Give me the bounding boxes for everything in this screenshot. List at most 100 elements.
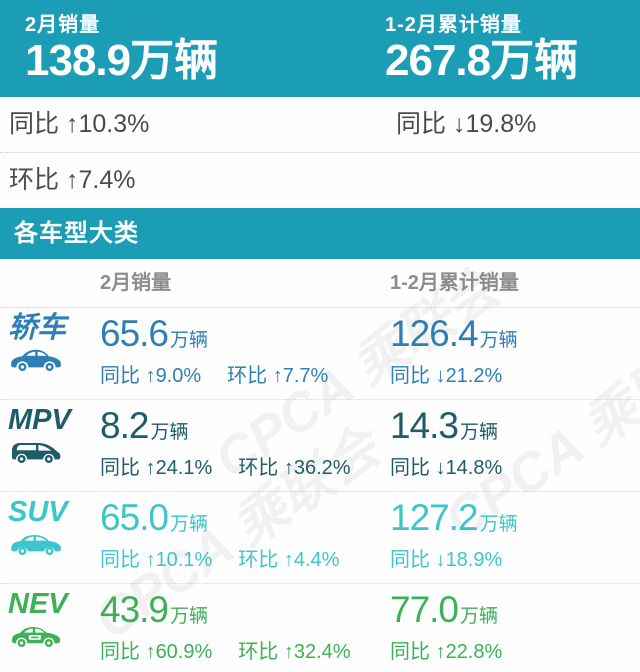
cum-yoy: 同比 ↓18.9% [390,549,502,571]
cum-unit: 万辆 [460,422,499,443]
feb-sales-label: 2月销量 [25,14,101,36]
vehicle-name: 轿车 [8,312,67,344]
feb-yoy: 同比 ↑9.0% [100,365,201,387]
cum-sales-label: 1-2月累计销量 [385,14,522,36]
table-row-mpv: MPV 8.2 万辆 同比 ↑24.1% 环比 ↑36.2% 14.3 万辆 同比 ↓… [0,400,640,492]
feb-mom-value: ↑4.4% [283,549,340,571]
vehicle-cell: SUV [8,497,96,556]
table-row-sedan: 轿车 65.6 万辆 同比 ↑9.0% 环比 ↑7.7% 126.4 万辆 同比 ↓2… [0,308,640,400]
cum-cell: 77.0 万辆 同比 ↑22.8% [390,591,502,664]
feb-cell: 65.0 万辆 同比 ↑10.1% 环比 ↑4.4% [100,499,339,572]
cum-yoy-label: 同比 [390,457,430,479]
feb-yoy-stat: 同比 ↑10.3% [9,97,149,152]
cum-value: 14.3 [390,405,459,446]
feb-yoy-value: ↑60.9% [145,641,213,663]
feb-mom-stat: 环比 ↑7.4% [9,153,135,208]
section-title: 各车型大类 [0,208,640,259]
cum-yoy-value: ↓14.8% [435,457,503,479]
cum-unit: 万辆 [460,606,499,627]
feb-cell: 65.6 万辆 同比 ↑9.0% 环比 ↑7.7% [100,315,328,388]
cum-value: 126.4 [390,313,479,354]
feb-value: 43.9 [100,589,169,630]
feb-mom: 环比 ↑7.7% [227,365,328,387]
cum-sales-total-number: 267.8 [385,36,491,85]
feb-mom-label: 环比 [238,549,279,571]
vehicle-name: MPV [8,404,71,436]
suv-icon [8,530,64,556]
feb-yoy-value: ↑9.0% [145,365,202,387]
feb-sales-total-number: 138.9 [25,36,131,85]
table-header: 2月销量 1-2月累计销量 [0,259,640,308]
hero-header: 2月销量 138.9万辆 1-2月累计销量 267.8万辆 [0,0,640,97]
cum-sales-summary: 1-2月累计销量 267.8万辆 [385,8,578,84]
table-row-nev: NEV 43.9 万辆 同比 ↑60.9% 环比 ↑32.4% 77.0 万辆 同比 … [0,584,640,672]
nev-icon [8,622,64,648]
feb-mom-label: 环比 [238,641,279,663]
feb-value: 8.2 [100,405,149,446]
cum-yoy-label: 同比 [390,365,430,387]
vehicle-cell: 轿车 [8,313,96,372]
cum-yoy-value: ↑22.8% [435,641,503,663]
feb-cell: 43.9 万辆 同比 ↑60.9% 环比 ↑32.4% [100,591,351,664]
feb-sales-total: 138.9万辆 [25,36,219,85]
feb-mom-value: ↑36.2% [283,457,351,479]
feb-unit: 万辆 [170,330,209,351]
feb-mom-value: ↑7.7% [272,365,329,387]
feb-yoy: 同比 ↑60.9% [100,641,212,663]
feb-yoy-label: 同比 [100,365,140,387]
cum-yoy: 同比 ↑22.8% [390,641,502,663]
cum-yoy-value: ↓19.8% [452,110,537,138]
feb-yoy-label: 同比 [100,457,140,479]
vehicle-name: SUV [8,496,68,528]
cum-cell: 126.4 万辆 同比 ↓21.2% [390,315,518,388]
feb-mom-label: 环比 [238,457,279,479]
col-header-feb: 2月销量 [100,272,172,294]
sedan-icon [8,346,64,372]
feb-yoy-value: ↑24.1% [145,457,213,479]
feb-sales-total-unit: 万辆 [130,36,219,85]
feb-value: 65.6 [100,313,169,354]
cum-unit: 万辆 [479,330,518,351]
feb-yoy-label: 同比 [100,641,140,663]
feb-mom-value: ↑7.4% [65,166,136,194]
vehicle-name: NEV [8,588,68,620]
feb-yoy-label: 同比 [9,110,60,138]
cum-yoy-label: 同比 [396,110,447,138]
cum-value: 127.2 [390,497,479,538]
mpv-icon [8,438,64,464]
feb-yoy: 同比 ↑10.1% [100,549,212,571]
feb-cell: 8.2 万辆 同比 ↑24.1% 环比 ↑36.2% [100,407,351,480]
cum-sales-total: 267.8万辆 [385,36,578,85]
cum-unit: 万辆 [479,514,518,535]
table-row-suv: SUV 65.0 万辆 同比 ↑10.1% 环比 ↑4.4% 127.2 万辆 同比 … [0,492,640,584]
feb-sales-summary: 2月销量 138.9万辆 [25,8,218,84]
col-header-cum: 1-2月累计销量 [390,272,519,294]
feb-mom: 环比 ↑36.2% [238,457,350,479]
feb-unit: 万辆 [170,514,209,535]
cum-cell: 14.3 万辆 同比 ↓14.8% [390,407,502,480]
cum-yoy-label: 同比 [390,641,430,663]
cum-yoy-value: ↓21.2% [435,365,503,387]
feb-value: 65.0 [100,497,169,538]
feb-mom-label: 环比 [9,166,60,194]
cum-yoy-label: 同比 [390,549,430,571]
feb-unit: 万辆 [150,422,189,443]
cum-yoy: 同比 ↓14.8% [390,457,502,479]
feb-mom: 环比 ↑4.4% [238,549,339,571]
vehicle-cell: MPV [8,405,96,464]
cum-value: 77.0 [390,589,459,630]
cum-yoy-stat: 同比 ↓19.8% [396,97,536,152]
cum-cell: 127.2 万辆 同比 ↓18.9% [390,499,518,572]
feb-yoy-value: ↑10.3% [65,110,150,138]
summary-yoy-row: 同比 ↑10.3% 同比 ↓19.8% [0,97,640,153]
feb-mom-label: 环比 [227,365,268,387]
feb-unit: 万辆 [170,606,209,627]
cum-yoy-value: ↓18.9% [435,549,503,571]
feb-yoy-label: 同比 [100,549,140,571]
summary-mom-row: 环比 ↑7.4% [0,153,640,208]
vehicle-cell: NEV [8,589,96,648]
feb-yoy: 同比 ↑24.1% [100,457,212,479]
cum-yoy: 同比 ↓21.2% [390,365,502,387]
feb-mom-value: ↑32.4% [283,641,351,663]
